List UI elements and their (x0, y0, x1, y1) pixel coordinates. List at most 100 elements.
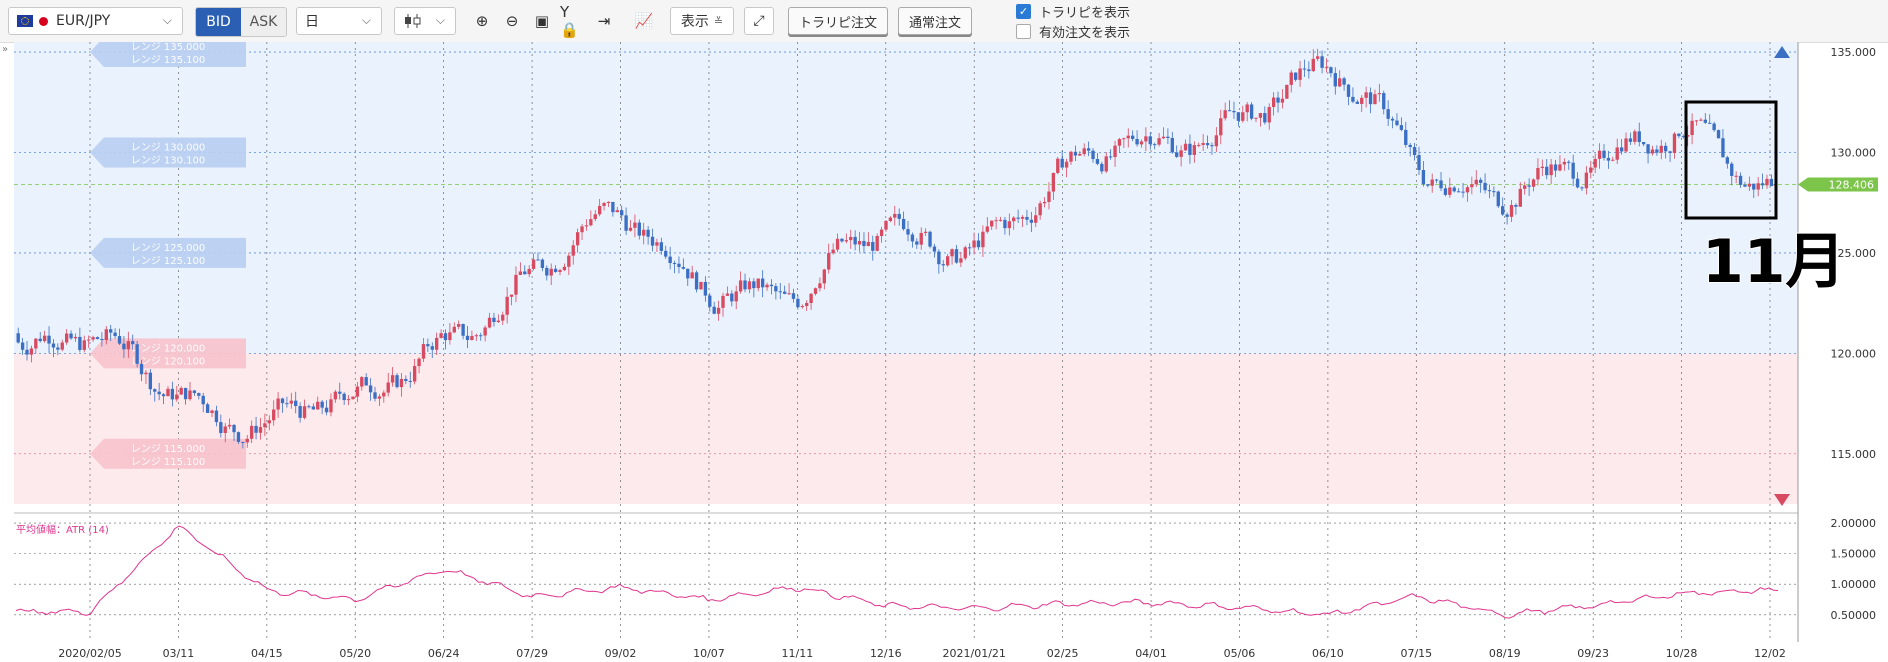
chevron-down-icon: ⌵ (435, 13, 445, 27)
candle-body (1223, 110, 1227, 119)
candle-body (690, 272, 694, 279)
candle-body (994, 220, 998, 222)
candle-body (1606, 157, 1611, 161)
candle-body (1100, 163, 1104, 172)
candle-body (840, 238, 844, 242)
candle-body (1254, 117, 1258, 119)
candle-body (536, 259, 540, 261)
atr-axis-tick-label: 1.50000 (1831, 548, 1877, 561)
candle-body (1589, 167, 1593, 173)
candle-body (157, 391, 161, 395)
atr-axis-tick-label: 0.50000 (1831, 609, 1877, 622)
candle-body (78, 336, 82, 350)
candle-body (589, 219, 593, 226)
candle-body (56, 347, 60, 350)
scroll-down-triangle-icon[interactable] (1774, 494, 1790, 506)
candlestick-icon (405, 14, 421, 28)
candle-body (853, 236, 857, 245)
candle-body (1681, 136, 1685, 138)
period-select[interactable]: 日 ⌵ (296, 7, 382, 35)
candle-body (1153, 144, 1157, 146)
candle-body (1725, 157, 1730, 164)
candle-body (765, 284, 769, 288)
candle-body (289, 400, 293, 404)
candle-body (408, 380, 412, 382)
candle-body (227, 424, 232, 427)
scroll-up-triangle-icon[interactable] (1774, 46, 1790, 58)
time-axis-tick-label: 07/15 (1400, 647, 1432, 660)
candle-body (104, 329, 108, 341)
candle-body (1743, 184, 1747, 187)
currency-pair-select[interactable]: EUR/JPY ⌵ (8, 7, 183, 35)
time-axis-tick-label: 03/11 (163, 647, 195, 660)
candle-body (1708, 122, 1712, 124)
candle-body (1558, 164, 1562, 171)
zoom-out-icon[interactable]: ⊖ (505, 12, 519, 30)
fullscreen-button[interactable]: ⤢ (744, 7, 774, 35)
candle-body (835, 238, 840, 250)
candle-body (1421, 170, 1426, 185)
candle-body (1241, 112, 1245, 121)
candle-body (351, 396, 355, 400)
normal-order-button[interactable]: 通常注文 (898, 7, 972, 35)
candle-body (659, 242, 664, 251)
candle-body (368, 385, 373, 393)
candle-body (1214, 135, 1219, 147)
candle-body (1179, 150, 1183, 157)
y-axis-lock-icon[interactable]: Y🔒 (560, 3, 579, 39)
candle-body (633, 222, 637, 228)
candle-body (1553, 164, 1558, 171)
candle-body (1038, 203, 1042, 216)
price-axis-tick-label: 130.000 (1831, 146, 1877, 159)
candle-body (1699, 119, 1703, 121)
show-trap-checkbox[interactable]: ✓ トラリピを表示 (1016, 2, 1130, 21)
scroll-to-latest-icon[interactable]: ⇥ (597, 12, 611, 30)
candle-body (386, 382, 390, 393)
candle-body (272, 409, 276, 421)
range-label-line1: レンジ 125.000 (131, 243, 206, 254)
candle-body (1430, 179, 1434, 186)
candle-body (1342, 78, 1346, 85)
zoom-in-icon[interactable]: ⊕ (475, 12, 489, 30)
candle-body (919, 232, 923, 245)
trap-order-button[interactable]: トラリピ注文 (788, 7, 888, 35)
candle-body (844, 240, 849, 242)
candle-body (1205, 143, 1210, 146)
show-active-checkbox[interactable]: 有効注文を表示 (1016, 22, 1130, 41)
candle-body (1135, 138, 1139, 145)
candle-body (82, 340, 86, 350)
fit-screen-icon[interactable]: ▣ (534, 12, 550, 30)
candle-body (205, 404, 210, 414)
candle-body (976, 240, 981, 248)
candle-body (1012, 217, 1016, 222)
candle-body (1545, 166, 1549, 176)
display-menu-button[interactable]: 表示 ≚ (670, 7, 734, 35)
candle-body (435, 337, 439, 350)
time-axis-tick-label: 07/29 (516, 647, 548, 660)
candle-body (1333, 73, 1337, 87)
candle-body (192, 390, 197, 394)
candle-body (505, 296, 509, 315)
candle-body (29, 348, 34, 355)
candle-body (963, 247, 967, 259)
add-indicator-icon[interactable]: 📈 (634, 12, 654, 30)
candle-body (1487, 190, 1492, 192)
collapse-panel-icon[interactable]: » (2, 44, 8, 55)
time-axis-tick-label: 2021/01/21 (943, 647, 1006, 660)
candle-body (937, 251, 941, 265)
ask-button[interactable]: ASK (241, 8, 286, 36)
bid-button[interactable]: BID (196, 8, 241, 36)
chart-type-select[interactable]: ⌵ (394, 7, 456, 35)
candle-body (1373, 94, 1377, 105)
candle-body (681, 266, 686, 269)
candle-body (210, 410, 214, 414)
candle-body (1139, 141, 1144, 145)
candle-body (1148, 136, 1152, 145)
candle-body (945, 256, 950, 266)
candle-body (1580, 187, 1584, 189)
atr-indicator-label: 平均値幅：ATR (14) (16, 523, 109, 536)
candle-body (1721, 138, 1725, 158)
candle-body (377, 396, 382, 399)
candle-body (602, 203, 606, 206)
